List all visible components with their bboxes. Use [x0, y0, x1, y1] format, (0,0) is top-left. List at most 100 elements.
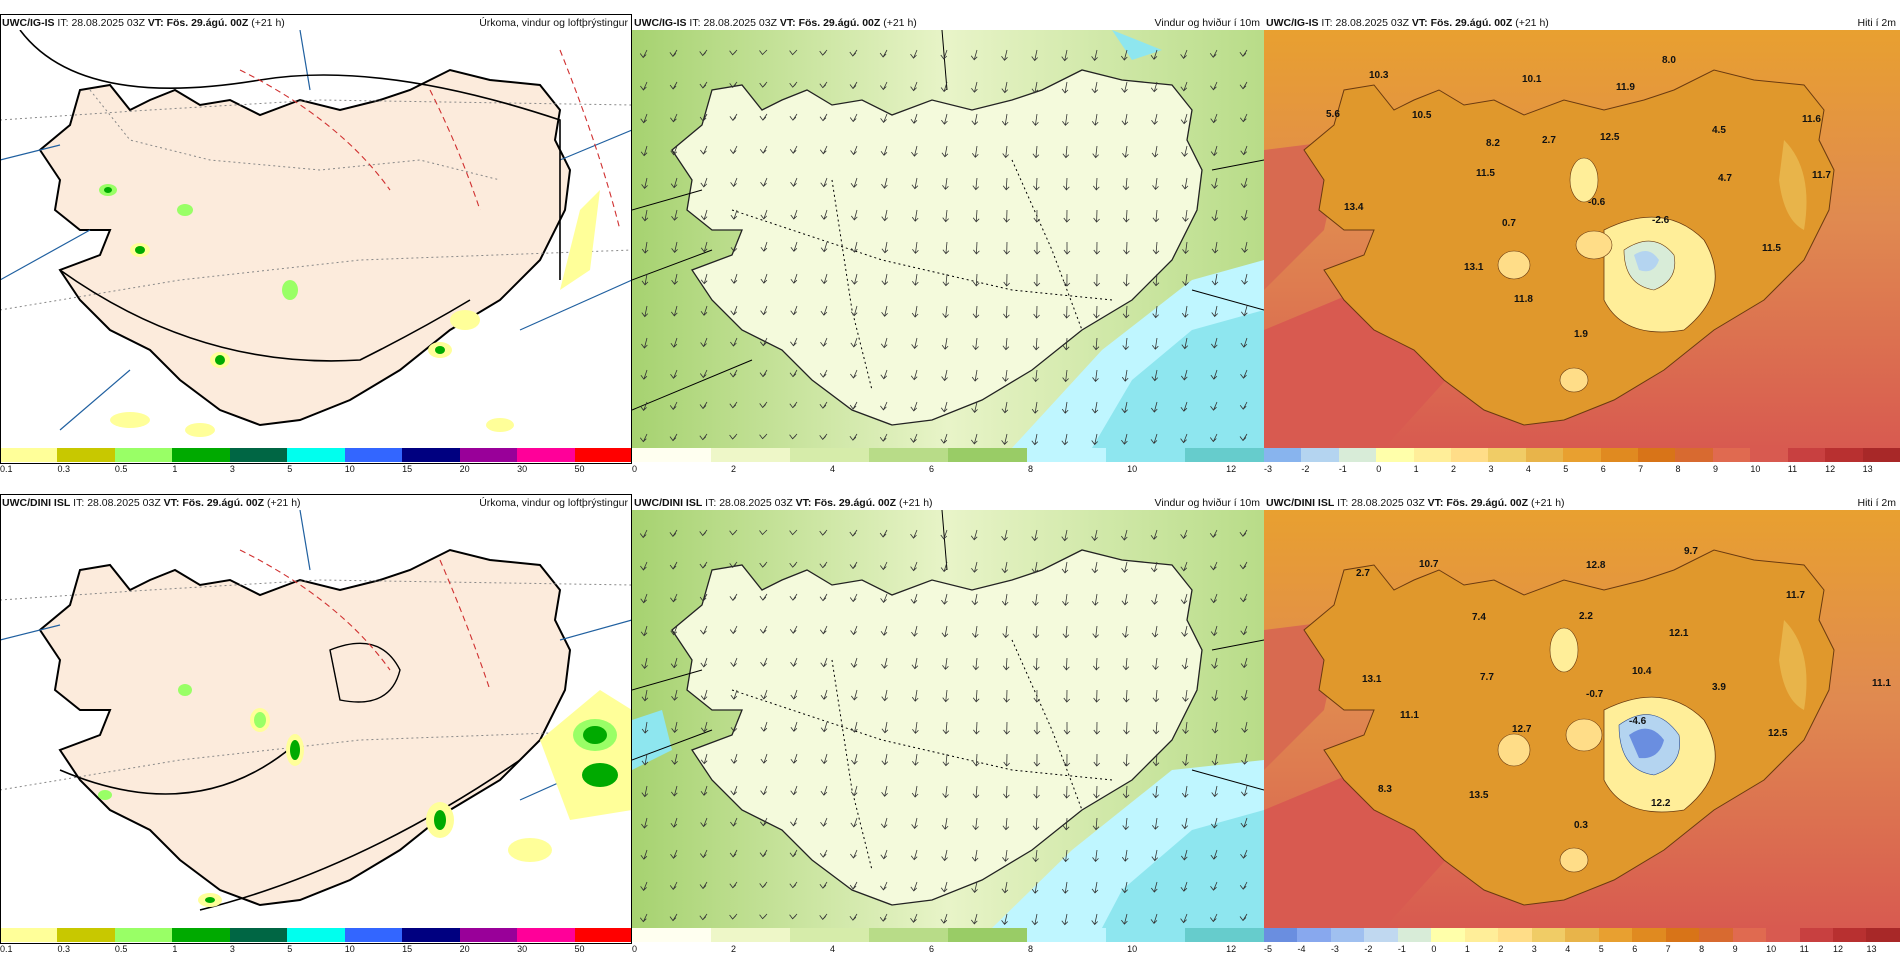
lead-time: (+21 h)	[898, 497, 933, 509]
precip-map	[0, 510, 632, 928]
wind-arrow	[1062, 625, 1070, 639]
wind-arrow	[1063, 722, 1071, 735]
colorbar-swatch	[574, 928, 632, 942]
wind-arrow	[699, 81, 708, 89]
iceland-land	[671, 549, 1203, 906]
wind-arrow	[671, 241, 678, 254]
colorbar-tick-label: 1	[172, 944, 178, 954]
wind-arrow	[670, 177, 678, 189]
it-value: 28.08.2025 03Z	[87, 497, 161, 509]
wind-map-svg	[632, 30, 1264, 448]
colorbar-swatch	[1297, 928, 1331, 942]
wind-arrow	[730, 785, 738, 796]
panel-title: Vindur og hviður í 10m	[1154, 497, 1260, 509]
colorbar-swatch	[632, 448, 711, 462]
wind-arrow	[972, 785, 980, 799]
colorbar-tick-label: 11	[1787, 464, 1798, 474]
wind-arrow	[1181, 145, 1188, 157]
wind-map	[632, 30, 1264, 448]
temp-point-label: 13.1	[1464, 262, 1484, 273]
wind-arrow	[700, 753, 708, 765]
wind-arrow	[879, 561, 888, 571]
wind-map	[632, 510, 1264, 928]
panel-header: UWC/DINI ISL IT: 28.08.2025 03Z VT: Fös.…	[634, 496, 1260, 510]
wind-arrow	[760, 273, 768, 284]
colorbar-tick-label: 4	[830, 464, 836, 474]
panel-header: UWC/DINI ISL IT: 28.08.2025 03Z VT: Fös.…	[2, 496, 628, 510]
wind-arrow	[641, 817, 648, 829]
temp-point-label: 11.7	[1786, 590, 1805, 601]
wind-arrow	[1031, 81, 1039, 94]
wind-arrow	[972, 817, 979, 831]
vt-label: VT:	[147, 17, 164, 29]
it-value: 28.08.2025 03Z	[719, 497, 793, 509]
wind-arrow	[789, 49, 798, 56]
wind-colorbar	[632, 448, 1264, 462]
model-name: UWC/IG-IS	[1266, 17, 1319, 29]
wind-arrow	[1211, 177, 1218, 189]
wind-arrow	[1121, 369, 1129, 382]
wind-arrow	[1239, 433, 1248, 442]
wind-arrow	[819, 113, 828, 122]
wind-arrow	[880, 817, 888, 829]
it-label: IT:	[73, 497, 85, 509]
wind-arrow	[1121, 849, 1129, 862]
wind-arrow	[1091, 881, 1099, 894]
wind-arrow	[1062, 145, 1070, 159]
wind-arrow	[1062, 113, 1069, 126]
wind-arrow	[940, 81, 948, 93]
wind-arrow	[1182, 753, 1189, 767]
wind-arrow	[1122, 177, 1130, 191]
temp-map: 2.7 10.7 12.8 9.7 7.4 2.2 11.7 12.1 13.1 7.7 10.4 -…	[1264, 510, 1900, 928]
wind-arrow	[1001, 881, 1009, 894]
wind-arrow	[819, 625, 828, 635]
wind-arrow	[1180, 561, 1188, 572]
wind-arrow	[1210, 145, 1218, 157]
wind-arrow	[1123, 753, 1130, 767]
wind-arrow	[1239, 561, 1248, 570]
wind-arrow	[819, 849, 828, 858]
wind-arrow	[942, 785, 949, 799]
wind-arrow	[759, 593, 768, 601]
wind-arrow	[820, 209, 828, 220]
colorbar-swatch	[1750, 448, 1788, 462]
colorbar-tick-label: 2	[731, 464, 737, 474]
wind-colorbar	[632, 928, 1264, 942]
wind-arrow	[1032, 625, 1040, 639]
wind-arrow	[759, 529, 768, 536]
wind-arrow	[789, 433, 798, 440]
colorbar-swatch	[1464, 928, 1499, 942]
wind-arrow	[640, 625, 648, 637]
colorbar-tick-label: 50	[574, 944, 585, 954]
wind-arrow	[881, 209, 888, 222]
wind-arrow	[670, 337, 678, 348]
wind-arrow	[1091, 433, 1098, 446]
wind-arrow	[1211, 721, 1219, 734]
wind-arrow	[1150, 561, 1158, 573]
wind-arrow	[850, 337, 858, 348]
wind-arrow	[880, 369, 888, 380]
wind-arrow	[789, 113, 798, 121]
colorbar-tick-label: 6	[929, 464, 935, 474]
wind-arrow	[1181, 305, 1189, 318]
wind-arrow	[1151, 625, 1159, 638]
wind-arrow	[940, 561, 948, 573]
colorbar-swatch	[790, 448, 869, 462]
wind-arrow	[759, 145, 768, 154]
wind-arrow	[1210, 881, 1218, 891]
wind-arrow	[819, 401, 828, 409]
wind-arrow	[1151, 337, 1159, 350]
colorbar-swatch	[711, 448, 790, 462]
temp-point-label: 10.3	[1369, 70, 1389, 81]
wind-arrow	[911, 785, 919, 798]
wind-arrow	[1032, 113, 1039, 126]
wind-arrow	[1152, 753, 1160, 767]
wind-arrow	[1240, 369, 1248, 379]
wind-arrow	[1033, 242, 1041, 255]
wind-arrow	[1211, 689, 1219, 702]
wind-arrow	[640, 113, 648, 124]
colorbar-tick-label: -5	[1264, 944, 1273, 954]
wind-arrow	[1151, 369, 1159, 382]
wind-arrow	[820, 721, 828, 733]
wind-arrow	[1181, 657, 1189, 670]
